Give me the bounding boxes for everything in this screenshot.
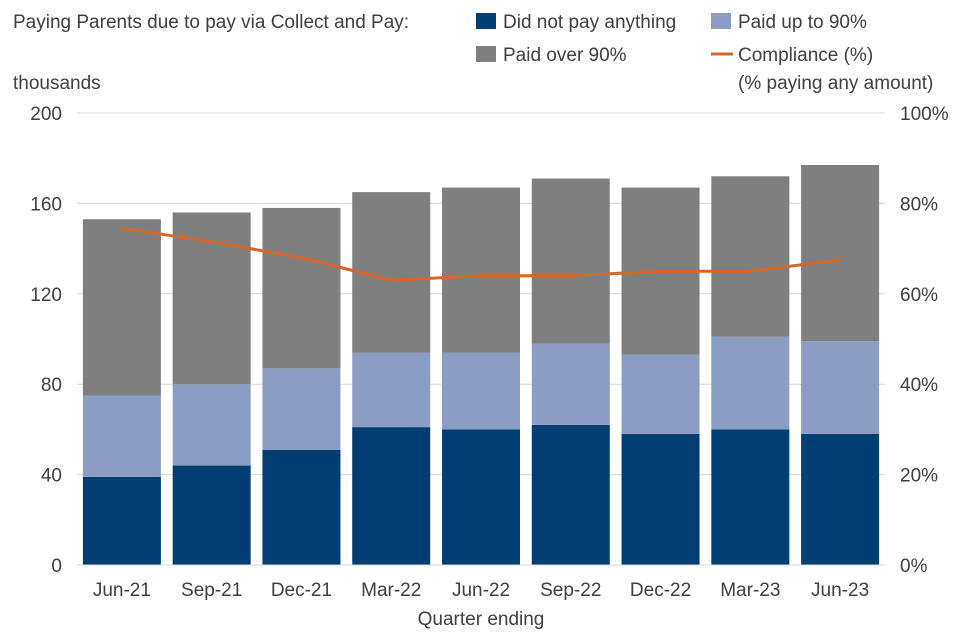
bar-segment (531, 178, 610, 344)
y-tick-label-right: 20% (900, 466, 938, 487)
bar-segment (352, 352, 431, 428)
y-tick-label-right: 0% (900, 556, 928, 577)
legend-label-paid-over-90: Paid over 90% (503, 45, 627, 66)
x-tick-label: Jun-22 (452, 580, 510, 601)
bar-segment (801, 341, 880, 434)
y-axis-label-left: thousands (13, 73, 101, 94)
bar-segment (442, 429, 520, 565)
bar-segment (711, 336, 790, 430)
bar-segment (172, 384, 251, 466)
x-tick-label: Dec-22 (630, 580, 691, 601)
legend-swatch-paid-over-90 (476, 46, 496, 62)
legend: Paying Parents due to pay via Collect an… (13, 12, 933, 94)
x-tick-label: Jun-21 (93, 580, 151, 601)
bar-segment (621, 354, 700, 434)
bar-segment (442, 187, 520, 353)
bar-segment (711, 176, 790, 337)
x-tick-label: Sep-22 (540, 580, 601, 601)
axes: 0 0% 40 20% 80 40% 120 60% 160 80% 200 100% Jun-21 Se… (30, 104, 948, 601)
y-tick-label-right: 100% (900, 104, 949, 125)
y-tick-label-left: 160 (30, 194, 62, 215)
legend-label-compliance: Compliance (%) (738, 45, 873, 66)
legend-label-compliance-note: (% paying any amount) (738, 73, 933, 94)
bar-segment (82, 219, 161, 396)
y-tick-label-left: 40 (41, 466, 62, 487)
y-tick-label-left: 0 (51, 556, 62, 577)
legend-title: Paying Parents due to pay via Collect an… (13, 12, 409, 33)
bar-segment (711, 429, 790, 565)
compliance-line-path (120, 226, 842, 282)
y-tick-label-right: 40% (900, 375, 938, 396)
bar-segment (621, 433, 700, 565)
x-tick-label: Dec-21 (271, 580, 332, 601)
y-tick-label-left: 120 (30, 285, 62, 306)
bar-segment (442, 352, 520, 430)
bar-segment (262, 449, 341, 565)
bar-segment (172, 465, 251, 565)
bar-segment (352, 427, 431, 565)
bar-segment (531, 424, 610, 565)
y-tick-label-right: 60% (900, 285, 938, 306)
legend-label-did-not-pay: Did not pay anything (503, 12, 676, 33)
bar-segment (262, 207, 341, 369)
bar-segment (82, 395, 161, 477)
bar-segment (262, 368, 341, 450)
bar-segment (82, 476, 161, 565)
bars (82, 164, 880, 565)
x-axis-label: Quarter ending (418, 609, 545, 630)
legend-swatch-paid-up-to-90 (711, 13, 731, 29)
x-tick-label: Jun-23 (811, 580, 869, 601)
bar-segment (801, 164, 880, 342)
y-tick-label-left: 200 (30, 104, 62, 125)
y-tick-label-left: 80 (41, 375, 62, 396)
y-tick-label-right: 80% (900, 194, 938, 215)
legend-label-paid-up-to-90: Paid up to 90% (738, 12, 867, 33)
x-tick-label: Mar-23 (720, 580, 780, 601)
bar-segment (531, 343, 610, 425)
legend-swatch-did-not-pay (476, 13, 496, 29)
x-tick-label: Mar-22 (361, 580, 421, 601)
compliance-line (120, 226, 842, 282)
bar-segment (801, 433, 880, 565)
x-tick-label: Sep-21 (181, 580, 242, 601)
